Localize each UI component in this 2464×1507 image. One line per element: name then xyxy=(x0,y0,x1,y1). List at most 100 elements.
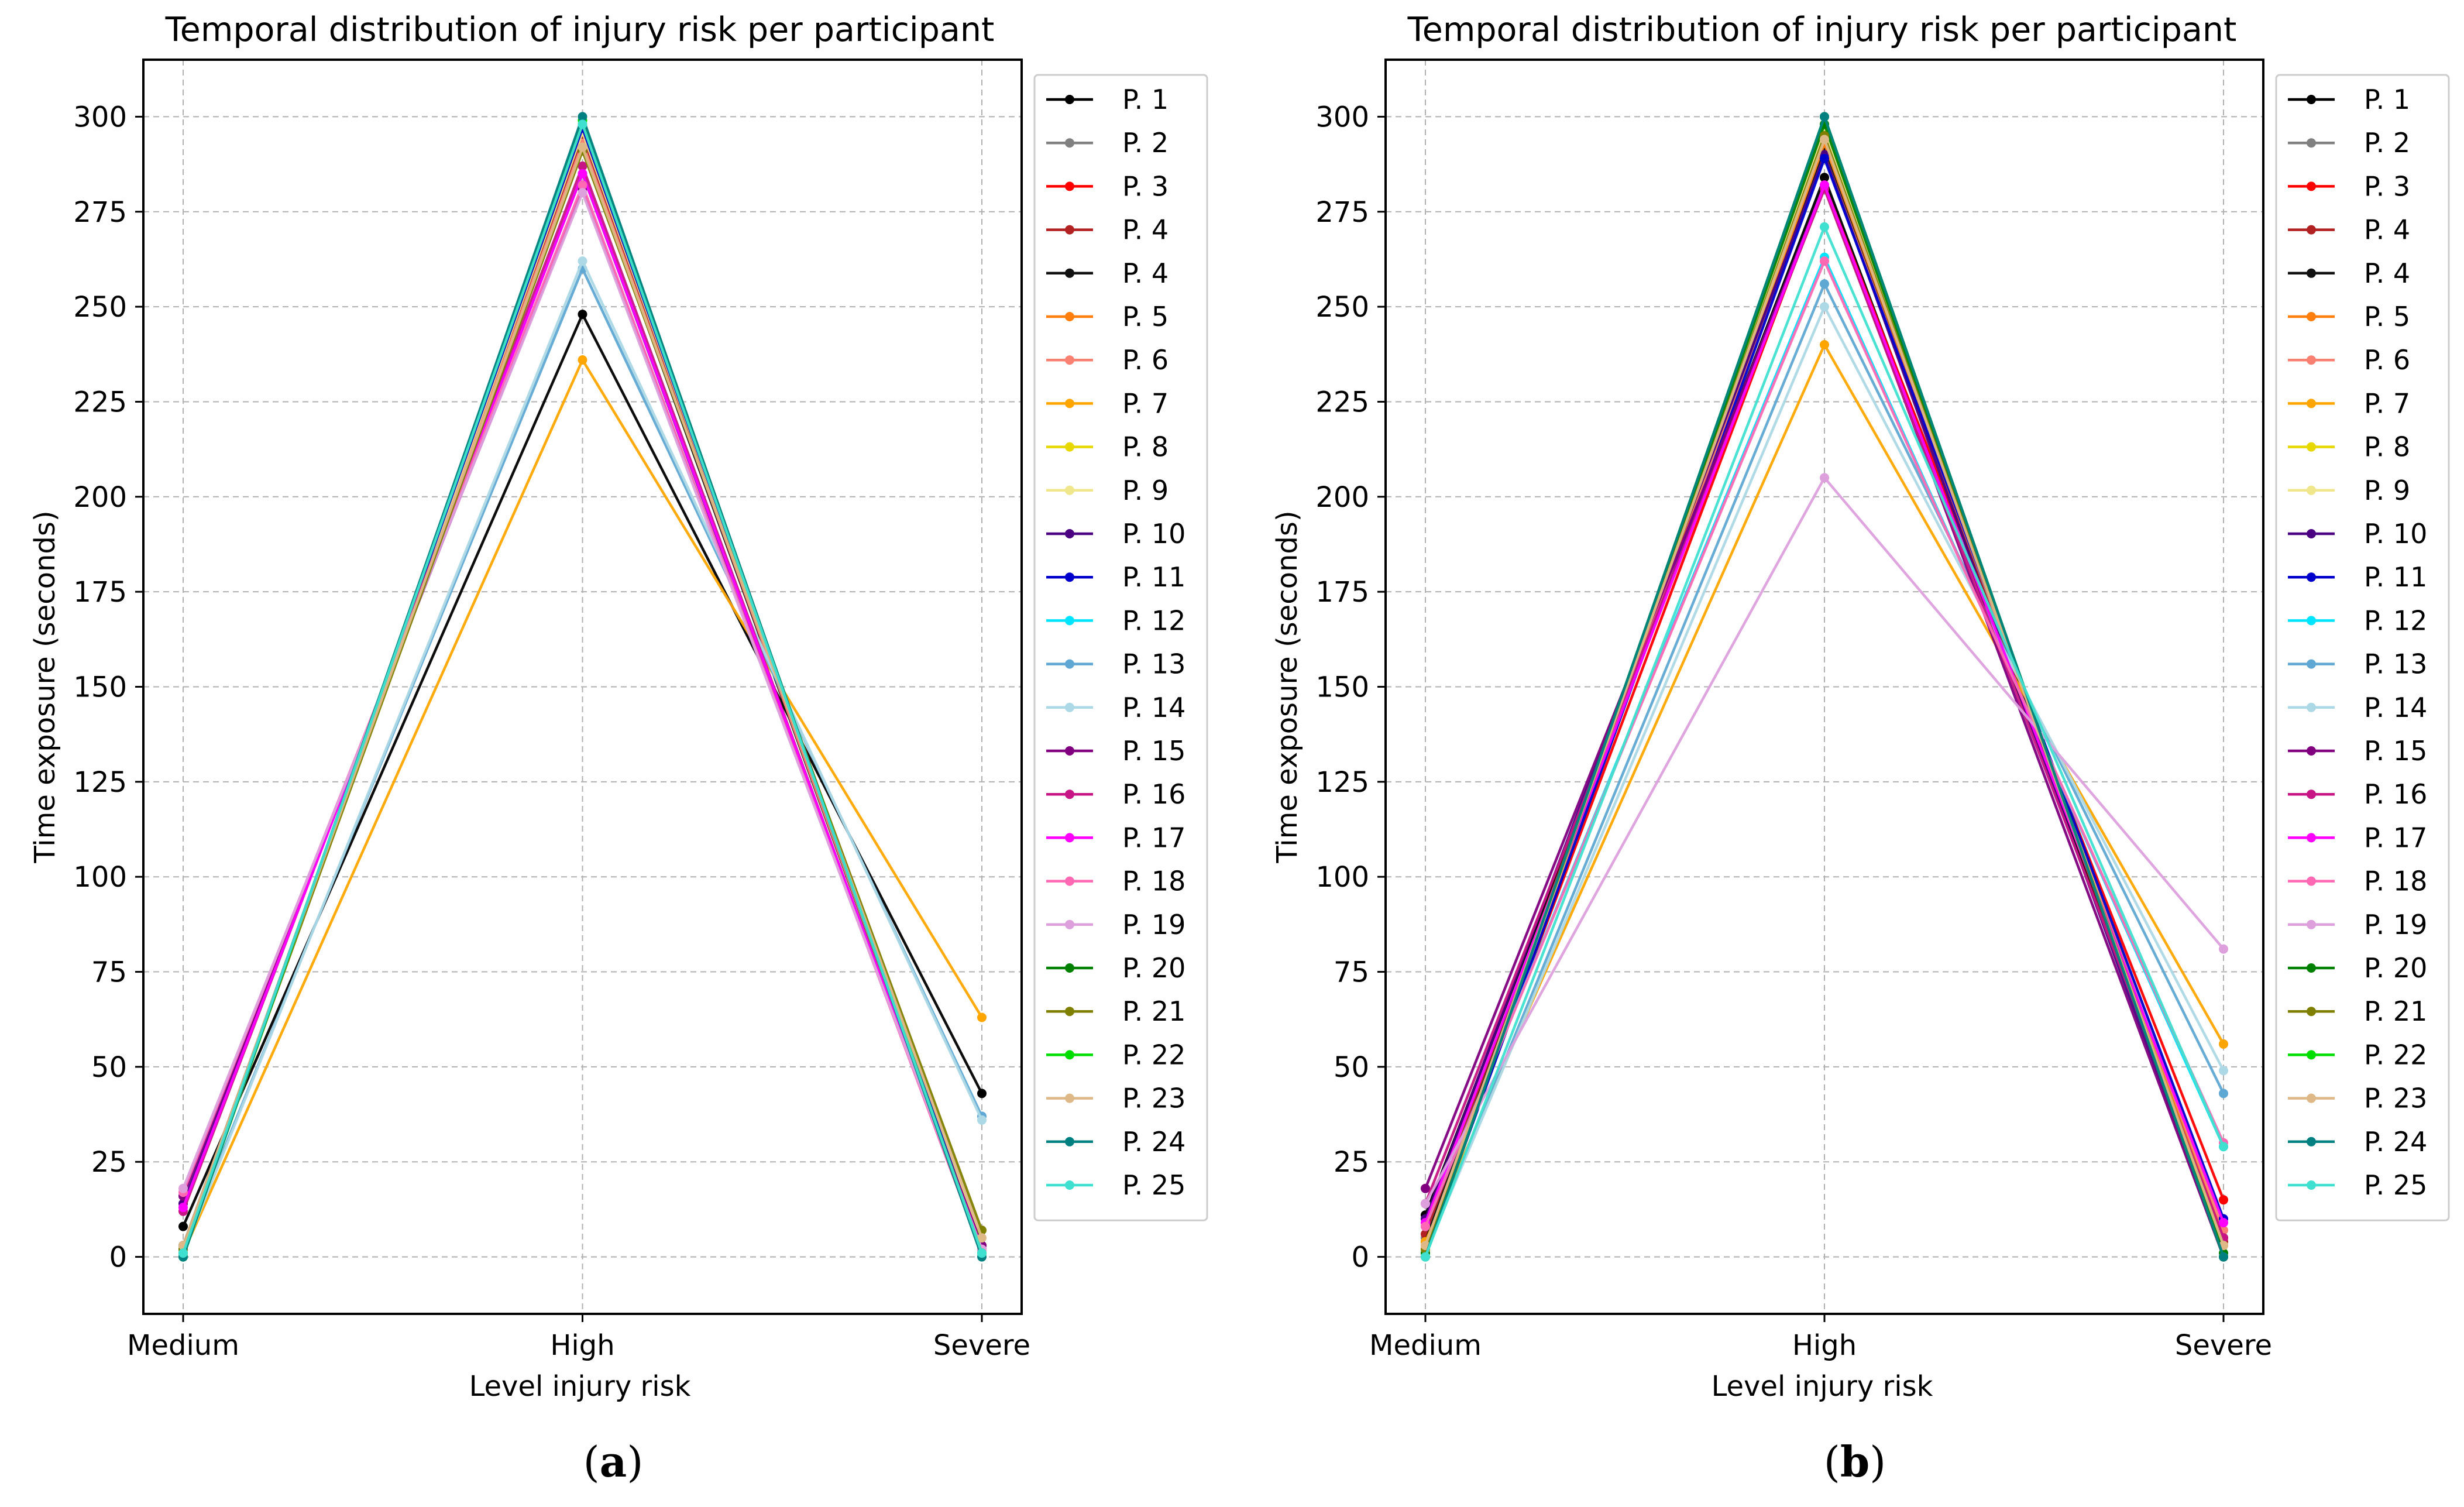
panel-b-ytick-label-0: 0 xyxy=(1351,1241,1369,1274)
panel-a-legend-marker-18 xyxy=(1065,833,1074,843)
panel-a-ytick-label-8: 200 xyxy=(73,481,127,514)
panel-b-ylabel: Time exposure (seconds) xyxy=(1271,510,1304,863)
panel-b-series-1-point-2 xyxy=(1820,173,1829,183)
panel-b-ytick-label-5: 125 xyxy=(1315,766,1369,799)
panel-b-ytick-label-6: 150 xyxy=(1315,671,1369,704)
panel-a-legend-marker-5 xyxy=(1065,268,1074,278)
panel-b-series-16-point-1 xyxy=(1421,1183,1430,1193)
panel-b-legend-marker-19 xyxy=(2307,876,2316,886)
panel-b-legend-marker-5 xyxy=(2307,268,2316,278)
panel-a-legend-label-7: P. 6 xyxy=(1122,344,1169,376)
panel-b-legend-marker-21 xyxy=(2307,963,2316,973)
panel-a-series-20-point-2 xyxy=(578,188,587,198)
panel-a-series-8-point-3 xyxy=(977,1012,987,1022)
panel-a-legend-label-23: P. 22 xyxy=(1122,1039,1185,1070)
panel-b-legend-label-21: P. 20 xyxy=(2364,952,2427,984)
panel-b-caption: (b) xyxy=(1823,1437,1886,1487)
panel-a-xlabel: Level injury risk xyxy=(469,1370,691,1403)
panel-b-series-24-point-2 xyxy=(1820,135,1829,145)
panel-a-legend-label-11: P. 10 xyxy=(1122,518,1185,550)
panel-b-legend-marker-6 xyxy=(2307,312,2316,321)
panel-a-series-17-point-2 xyxy=(578,161,587,171)
panel-b-legend-label-4: P. 4 xyxy=(2364,214,2410,246)
panel-a-ytick-label-6: 150 xyxy=(73,671,127,704)
panel-a-legend-marker-26 xyxy=(1065,1180,1074,1190)
panel-b-legend-label-17: P. 16 xyxy=(2364,778,2427,810)
panel-b-legend-label-6: P. 5 xyxy=(2364,301,2410,332)
panel-a-legend-label-21: P. 20 xyxy=(1122,952,1185,984)
panel-a-legend-marker-1 xyxy=(1065,95,1074,104)
panel-b-legend-marker-16 xyxy=(2307,746,2316,756)
panel-a-ytick-label-11: 275 xyxy=(73,196,127,229)
panel-b-legend-label-9: P. 8 xyxy=(2364,431,2410,463)
panel-a-legend-label-3: P. 3 xyxy=(1122,170,1169,202)
panel-b-series-26-point-2 xyxy=(1820,222,1829,232)
panel-b-series-3-point-3 xyxy=(2219,1195,2228,1205)
panel-b-ytick-label-3: 75 xyxy=(1334,956,1369,989)
panel-a-series-15-point-2 xyxy=(578,256,587,266)
panel-b-legend-label-23: P. 22 xyxy=(2364,1039,2427,1070)
panel-b-legend-label-19: P. 18 xyxy=(2364,866,2427,897)
panel-b-legend-label-14: P. 13 xyxy=(2364,648,2427,680)
panel-b-ytick-label-10: 250 xyxy=(1315,291,1369,324)
panel-b-legend-label-7: P. 6 xyxy=(2364,344,2410,376)
panel-b-legend-marker-26 xyxy=(2307,1180,2316,1190)
panel-b-series-26-point-3 xyxy=(2219,1142,2228,1152)
panel-a-series-19-point-2 xyxy=(578,180,587,190)
panel-a-legend-label-26: P. 25 xyxy=(1122,1169,1185,1201)
panel-a-series-24-point-3 xyxy=(977,1233,987,1243)
panel-a-legend-marker-4 xyxy=(1065,225,1074,235)
panel-a-legend-marker-14 xyxy=(1065,659,1074,669)
panel-b-legend-label-20: P. 19 xyxy=(2364,909,2427,940)
panel-b-legend-marker-9 xyxy=(2307,442,2316,452)
panel-b-legend-label-11: P. 10 xyxy=(2364,518,2427,550)
panel-a-legend-label-13: P. 12 xyxy=(1122,605,1185,636)
panel-b-legend-marker-10 xyxy=(2307,485,2316,495)
panel-b-legend-marker-1 xyxy=(2307,95,2316,104)
panel-b-legend-marker-17 xyxy=(2307,789,2316,799)
panel-a-legend-label-15: P. 14 xyxy=(1122,692,1185,723)
panel-a-ytick-label-0: 0 xyxy=(109,1241,127,1274)
panel-a-legend-label-8: P. 7 xyxy=(1122,387,1169,419)
panel-b-legend-marker-23 xyxy=(2307,1050,2316,1060)
panel-b-legend-marker-14 xyxy=(2307,659,2316,669)
panel-b-legend-label-22: P. 21 xyxy=(2364,995,2427,1027)
panel-a-legend-label-6: P. 5 xyxy=(1122,301,1169,332)
panel-a-legend-label-17: P. 16 xyxy=(1122,778,1185,810)
panel-b-legend-marker-18 xyxy=(2307,833,2316,843)
panel-a-legend-label-25: P. 24 xyxy=(1122,1126,1185,1158)
panel-b-series-15-point-2 xyxy=(1820,302,1829,312)
panel-b-legend-marker-25 xyxy=(2307,1137,2316,1146)
panel-b-series-18-point-3 xyxy=(2219,1218,2228,1228)
panel-a-legend: P. 1 P. 2 P. 3 P. 4 P. 4 P. 5 P. 6 P. 7 P. 8 P. 9… xyxy=(1033,74,1208,1221)
panel-a-legend-marker-3 xyxy=(1065,181,1074,191)
panel-b-legend-marker-24 xyxy=(2307,1093,2316,1103)
panel-b-series-14-point-3 xyxy=(2219,1089,2228,1099)
panel-b-series-25-point-2 xyxy=(1820,112,1829,122)
panel-a-legend-label-20: P. 19 xyxy=(1122,909,1185,940)
panel-b-legend-marker-7 xyxy=(2307,355,2316,365)
panel-a-legend-marker-6 xyxy=(1065,312,1074,321)
panel-a-legend-marker-8 xyxy=(1065,399,1074,408)
panel-a-legend-marker-23 xyxy=(1065,1050,1074,1060)
panel-a-ytick-label-2: 50 xyxy=(91,1051,127,1084)
panel-a-legend-label-22: P. 21 xyxy=(1122,995,1185,1027)
panel-a-series-1-point-1 xyxy=(178,1221,188,1231)
panel-a-legend-label-1: P. 1 xyxy=(1122,84,1169,115)
panel-b-ytick-label-12: 300 xyxy=(1315,101,1369,133)
panel-a-series-20-point-1 xyxy=(178,1183,188,1193)
panel-a-series-26-point-3 xyxy=(977,1248,987,1258)
panel-a-legend-label-12: P. 11 xyxy=(1122,561,1185,593)
panel-a-series-1-point-2 xyxy=(578,310,587,320)
panel-b-chart: 0 25 50 75 100 125 150 175 200 225 250 275 300 Medium… xyxy=(1271,11,2450,1403)
panel-a-series-24-point-2 xyxy=(578,142,587,152)
panel-a-legend-marker-2 xyxy=(1065,138,1074,148)
panel-a-legend-marker-22 xyxy=(1065,1007,1074,1017)
panel-a-legend-marker-15 xyxy=(1065,702,1074,712)
panel-b-legend-label-25: P. 24 xyxy=(2364,1126,2427,1158)
panel-b-xtick-label-2: Severe xyxy=(2175,1329,2272,1362)
panel-b-legend-label-3: P. 3 xyxy=(2364,170,2410,202)
panel-b-legend-label-24: P. 23 xyxy=(2364,1083,2427,1114)
panel-a-legend-marker-17 xyxy=(1065,789,1074,799)
